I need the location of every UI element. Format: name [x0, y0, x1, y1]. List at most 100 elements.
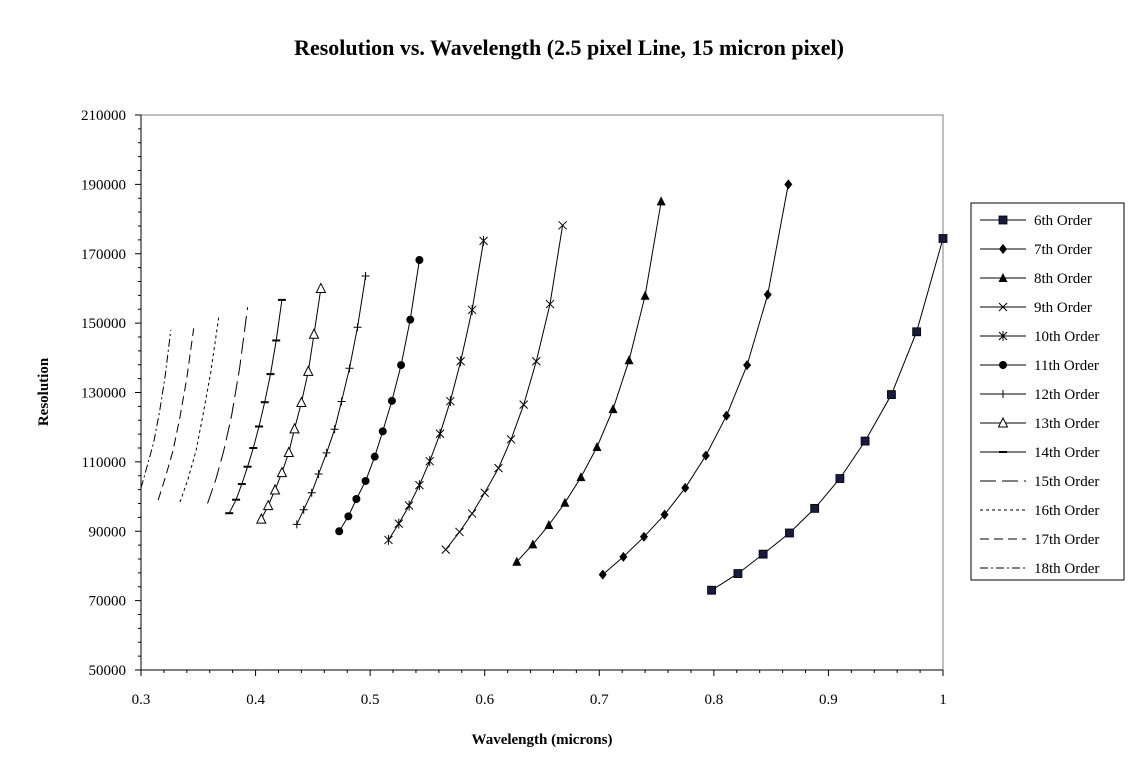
data-point — [445, 396, 455, 407]
data-point — [558, 220, 567, 230]
legend-label: 16th Order — [1034, 503, 1099, 519]
legend-entry: 7th Order — [980, 242, 1092, 258]
x-tick-label: 0.6 — [475, 692, 494, 708]
series-line — [140, 330, 172, 489]
data-point — [912, 327, 922, 337]
series-line — [602, 184, 789, 575]
data-point — [384, 534, 393, 545]
legend-label: 15th Order — [1034, 474, 1099, 490]
data-point — [415, 480, 424, 491]
chart-title: Resolution vs. Wavelength (2.5 pixel Lin… — [294, 35, 844, 60]
data-point — [361, 271, 370, 280]
data-point — [344, 512, 353, 521]
legend-label: 6th Order — [1034, 213, 1092, 229]
legend-entry: 8th Order — [980, 271, 1092, 287]
y-axis: 50000 70000 90000 110000 130000 150000 170000 1… — [81, 108, 142, 679]
data-point — [269, 483, 281, 495]
series-line — [338, 259, 420, 532]
series-line — [711, 238, 944, 591]
data-point — [506, 434, 516, 444]
data-point — [467, 304, 477, 315]
data-point — [722, 410, 731, 421]
legend-entry: 6th Order — [980, 213, 1092, 229]
data-point — [810, 503, 820, 513]
y-tick-label: 210000 — [81, 108, 126, 124]
data-point — [785, 528, 794, 538]
y-tick-label: 130000 — [81, 386, 126, 402]
series-layer — [140, 179, 948, 595]
legend-marker — [999, 244, 1007, 254]
y-axis-title: Resolution — [36, 357, 52, 426]
series-18th-order — [140, 330, 172, 489]
data-point — [656, 196, 666, 206]
data-point — [560, 497, 570, 507]
data-point — [397, 361, 406, 370]
series-line — [157, 328, 195, 501]
data-point — [467, 509, 477, 518]
series-line — [445, 225, 564, 550]
legend-label: 11th Order — [1034, 358, 1099, 374]
series-10th-order — [384, 235, 488, 545]
y-tick-label: 110000 — [82, 455, 126, 471]
legend-label: 18th Order — [1034, 561, 1099, 577]
data-point — [619, 551, 628, 562]
y-tick-label: 90000 — [89, 524, 127, 540]
legend-entry: 12th Order — [980, 387, 1099, 403]
series-7th-order — [598, 179, 793, 580]
data-point — [763, 289, 772, 300]
legend-label: 10th Order — [1034, 329, 1099, 345]
y-tick-label: 190000 — [81, 177, 126, 193]
data-point — [361, 476, 370, 485]
legend-label: 8th Order — [1034, 271, 1092, 287]
data-point — [640, 290, 650, 300]
data-point — [938, 234, 948, 243]
legend-marker — [998, 302, 1008, 312]
legend-label: 13th Order — [1034, 416, 1099, 432]
data-point — [545, 299, 555, 309]
series-15th-order — [207, 307, 249, 504]
data-point — [479, 235, 488, 246]
data-point — [494, 463, 503, 473]
legend-marker — [998, 331, 1008, 341]
legend-entry: 16th Order — [980, 503, 1099, 519]
data-point — [743, 360, 752, 371]
data-point — [887, 390, 896, 399]
legend-entry: 13th Order — [980, 416, 1099, 432]
data-point — [314, 470, 323, 479]
data-point — [302, 365, 314, 376]
data-point — [292, 520, 301, 529]
data-point — [456, 356, 466, 367]
legend-entry: 17th Order — [980, 532, 1099, 548]
series-12th-order — [292, 271, 370, 529]
x-tick-label: 0.7 — [590, 692, 609, 708]
data-point — [480, 488, 490, 498]
data-point — [608, 404, 618, 414]
y-tick-label: 170000 — [81, 247, 126, 263]
data-point — [387, 396, 396, 405]
legend-marker — [998, 273, 1008, 282]
series-line — [516, 201, 662, 563]
data-point — [512, 556, 522, 566]
data-point — [337, 397, 346, 406]
data-point — [296, 396, 307, 408]
x-tick-label: 1 — [939, 692, 947, 708]
data-point — [330, 425, 339, 434]
x-tick-label: 0.5 — [361, 692, 380, 708]
data-point — [262, 499, 274, 511]
legend-entry: 11th Order — [980, 358, 1099, 374]
series-line — [179, 316, 220, 503]
data-point — [378, 427, 387, 436]
data-point — [394, 518, 404, 529]
x-tick-label: 0.8 — [704, 692, 723, 708]
data-point — [528, 539, 538, 549]
series-line — [388, 240, 485, 541]
series-13th-order — [255, 282, 327, 524]
series-6th-order — [707, 234, 948, 595]
y-tick-label: 50000 — [89, 663, 127, 679]
data-point — [404, 500, 414, 511]
legend-entry: 9th Order — [980, 300, 1092, 316]
y-tick-label: 70000 — [89, 594, 127, 610]
legend-marker — [998, 215, 1008, 225]
x-axis-title: Wavelength (microns) — [472, 732, 613, 748]
series-11th-order — [335, 255, 424, 536]
